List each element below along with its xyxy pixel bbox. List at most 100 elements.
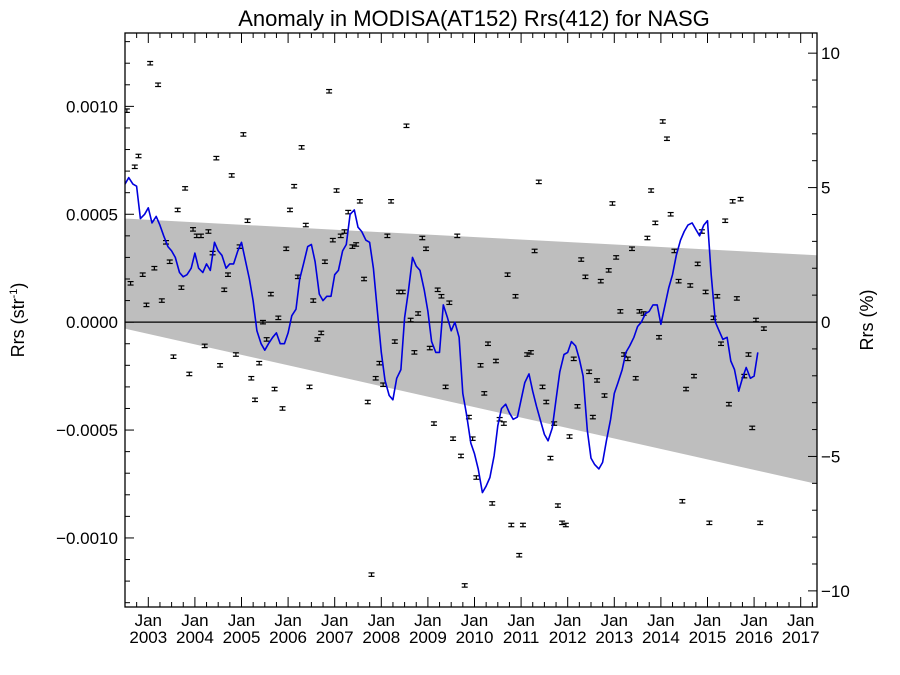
data-point [419,235,426,241]
data-point [524,352,531,357]
data-point [353,242,360,247]
data-point [706,520,713,526]
data-point [636,309,643,314]
data-point [349,244,356,249]
data-point [178,285,185,290]
data-point [648,188,655,193]
anomaly-points [125,60,767,588]
data-point [504,272,511,278]
plot-frame [124,32,818,608]
y-axis-label-left-superscript: -1 [8,289,20,299]
data-point [310,298,317,303]
data-point [190,227,197,232]
data-point [341,229,348,234]
data-point [554,503,561,508]
x-tick-year-label: 2007 [316,628,354,647]
x-tick-year-label: 2011 [503,628,540,647]
y2-tick-label: 10 [821,44,840,63]
data-point [531,248,538,254]
data-point [725,401,732,407]
data-point [286,207,293,213]
data-point [473,475,480,480]
data-point [609,201,616,206]
data-point [127,280,134,286]
data-point [318,330,325,336]
y-axis-label-left-text: Rrs (str [8,298,28,357]
data-point [656,334,663,340]
data-point [259,319,266,325]
data-point [333,188,340,193]
data-point [213,155,220,161]
data-point [423,246,430,252]
data-point [613,255,620,260]
data-point [457,453,464,459]
data-point [485,341,492,347]
x-tick-year-label: 2017 [782,628,820,647]
data-point [644,235,651,241]
data-point [450,436,457,442]
y2-tick-label: 0 [821,313,830,332]
y-tick-label: 0.0000 [66,313,118,332]
data-point [477,362,484,368]
y-tick-label: 0.0010 [66,97,118,116]
x-tick-month-label: Jan [274,611,301,630]
running-mean-line [125,176,759,494]
x-tick-month-label: Jan [740,611,767,630]
data-point [139,272,146,278]
data-point [279,406,286,411]
data-point [601,393,608,398]
y2-tick-label: −5 [821,447,840,466]
data-point [547,455,554,461]
data-point [516,552,523,558]
data-point [125,108,130,114]
data-point [388,198,395,204]
data-point [543,399,550,405]
x-tick-month-label: Jan [601,611,628,630]
y-tick-label: −0.0010 [56,529,118,548]
data-point [302,222,309,228]
data-point [182,186,189,191]
axis-ticks: 0.0010 0.0005 0.0000 −0.0005 −0.0010 10 5 0 −5 −1… [56,33,850,647]
data-point [640,311,647,316]
data-point [605,268,612,273]
x-tick-month-label: Jan [181,611,208,630]
data-point [197,233,204,239]
data-point [384,233,391,239]
data-point [158,298,165,303]
data-point [539,384,546,390]
data-point [267,291,274,297]
data-point [570,356,577,362]
plot-area [125,60,817,588]
data-point [745,352,752,357]
data-point [690,373,697,379]
x-tick-year-label: 2008 [362,628,400,647]
data-point [760,326,767,331]
data-point [147,60,154,66]
x-tick-year-label: 2015 [689,628,727,647]
data-point [240,132,247,137]
data-point [224,272,231,278]
data-point [675,278,682,284]
data-point [683,386,690,392]
data-point [298,145,305,150]
data-point [446,300,453,306]
data-point [679,498,686,504]
data-point [718,341,725,347]
data-point [733,296,740,301]
data-point [143,302,150,308]
data-point [205,229,212,234]
data-point [368,572,375,577]
data-point [356,198,363,204]
data-point [256,360,263,366]
chart-title: Anomaly in MODISA(AT152) Rrs(412) for NA… [238,6,710,31]
data-point [652,220,659,226]
data-point [527,350,534,355]
data-point [326,88,333,94]
data-point [174,207,181,213]
data-point [489,501,496,506]
x-tick-month-label: Jan [461,611,488,630]
data-point [314,337,321,342]
data-point [737,196,744,202]
x-tick-month-label: Jan [228,611,255,630]
data-point [559,520,566,526]
